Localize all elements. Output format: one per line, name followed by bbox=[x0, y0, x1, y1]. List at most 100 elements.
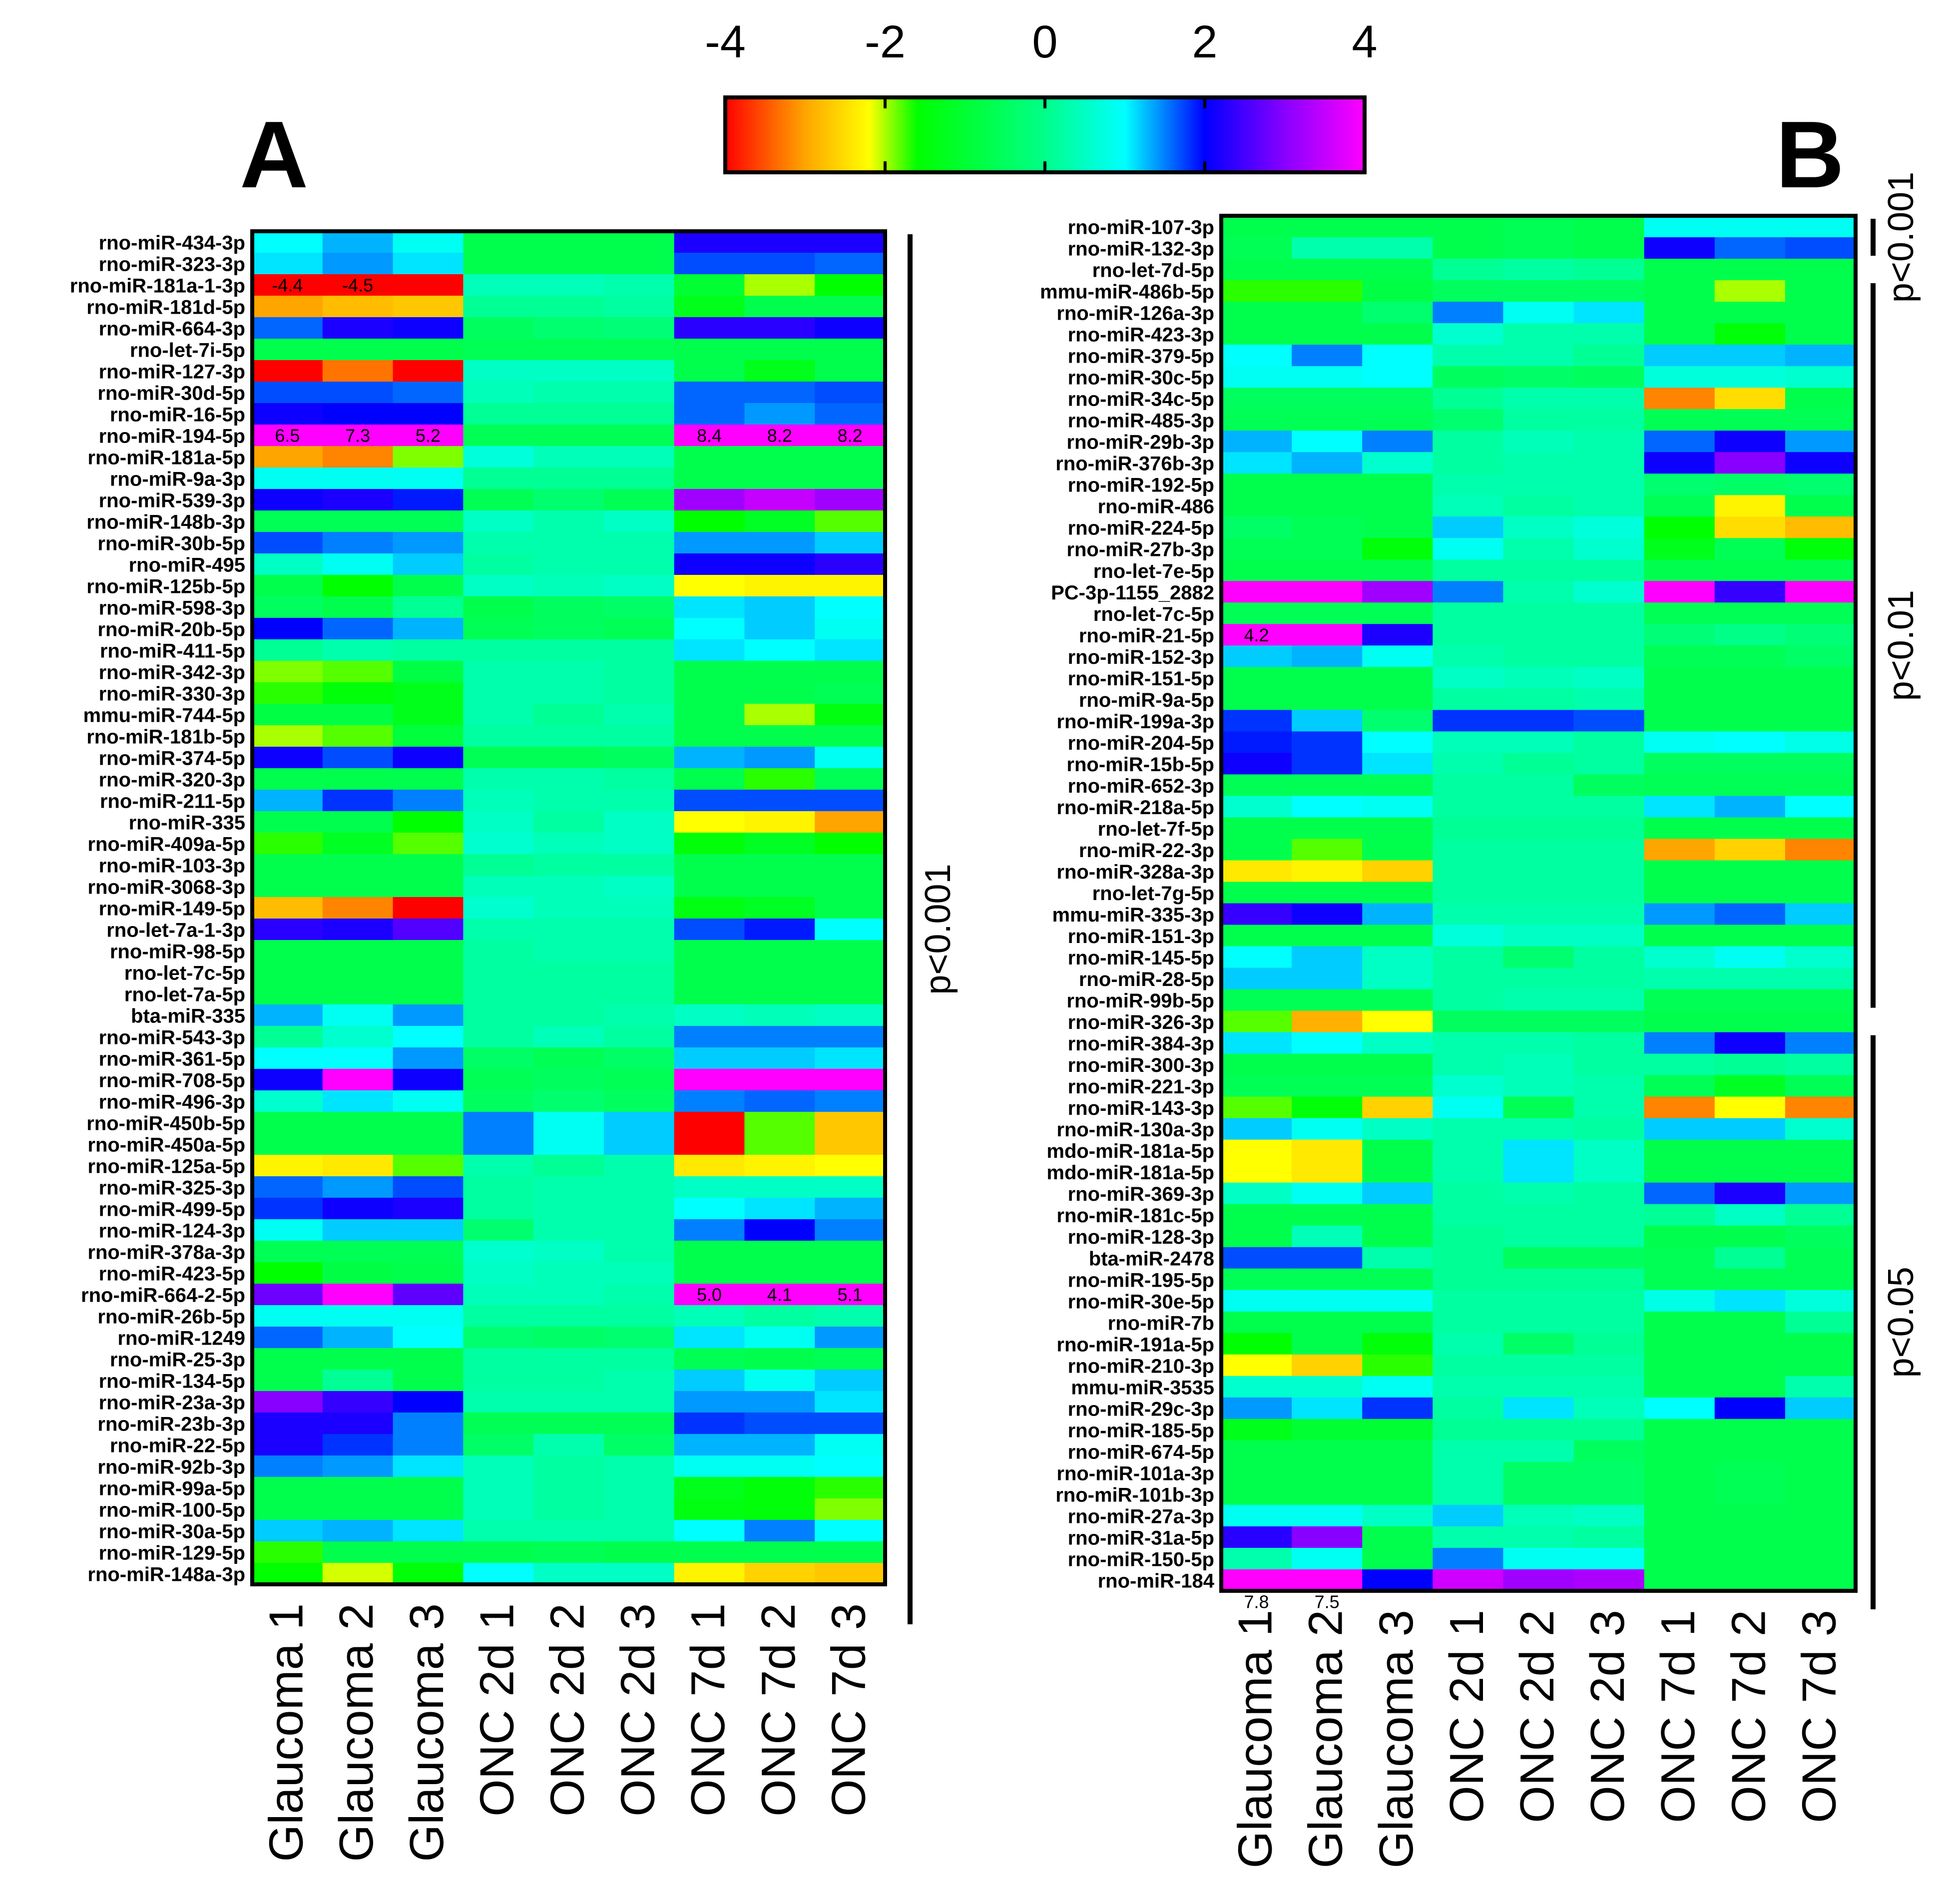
heatmap-cell bbox=[744, 811, 816, 833]
heatmap-cell bbox=[815, 768, 886, 790]
heatmap-cell bbox=[603, 704, 675, 726]
heatmap-cell bbox=[603, 403, 675, 425]
heatmap-cell bbox=[815, 811, 886, 833]
heatmap-cell bbox=[1221, 688, 1292, 711]
heatmap-cell bbox=[1221, 1354, 1292, 1377]
heatmap-cell bbox=[463, 532, 534, 554]
heatmap-cell bbox=[744, 553, 816, 575]
heatmap-cell bbox=[744, 425, 816, 447]
column-label: Glaucoma 3 bbox=[1370, 1610, 1423, 1869]
heatmap-cell bbox=[322, 510, 394, 532]
heatmap-cell bbox=[815, 231, 886, 253]
heatmap-cell bbox=[1785, 967, 1856, 990]
heatmap-cell bbox=[252, 489, 323, 511]
heatmap-cell bbox=[1785, 860, 1856, 883]
heatmap-cell bbox=[1221, 1569, 1292, 1591]
heatmap-cell bbox=[463, 768, 534, 790]
heatmap-cell bbox=[393, 725, 464, 747]
row-label: rno-miR-23b-3p bbox=[97, 1414, 245, 1435]
heatmap-cell bbox=[1644, 731, 1715, 754]
heatmap-cell bbox=[1221, 388, 1292, 410]
heatmap-cell bbox=[322, 1563, 394, 1585]
heatmap-cell bbox=[1503, 495, 1574, 517]
heatmap-cell bbox=[1573, 1075, 1645, 1097]
heatmap-cell bbox=[744, 1262, 816, 1284]
heatmap-cell bbox=[1292, 1032, 1363, 1054]
heatmap-cell bbox=[1503, 366, 1574, 388]
heatmap-cell bbox=[744, 1520, 816, 1542]
heatmap-cell bbox=[1573, 1032, 1645, 1054]
heatmap-cell bbox=[322, 1284, 394, 1306]
heatmap-cell bbox=[744, 768, 816, 790]
heatmap-cell bbox=[1292, 1290, 1363, 1312]
row-label: rno-miR-181b-5p bbox=[86, 726, 245, 748]
heatmap-cell bbox=[1362, 817, 1434, 840]
heatmap-cell bbox=[1644, 1010, 1715, 1033]
heatmap-cell bbox=[1433, 753, 1504, 775]
heatmap-cell bbox=[1785, 474, 1856, 496]
heatmap-cell bbox=[674, 468, 745, 489]
heatmap-cell bbox=[815, 575, 886, 597]
row-label: rno-miR-29c-3p bbox=[1068, 1398, 1214, 1420]
heatmap-cell bbox=[815, 532, 886, 554]
heatmap-cell bbox=[252, 876, 323, 898]
heatmap-cell bbox=[1714, 431, 1786, 453]
heatmap-cell bbox=[1362, 710, 1434, 732]
heatmap-cell bbox=[1292, 925, 1363, 947]
heatmap-cell bbox=[1573, 1118, 1645, 1140]
heatmap-cell bbox=[1573, 474, 1645, 496]
heatmap-cell bbox=[1573, 796, 1645, 818]
heatmap-cell bbox=[815, 553, 886, 575]
heatmap-cell bbox=[1644, 302, 1715, 324]
heatmap-cell bbox=[674, 403, 745, 425]
heatmap-cell bbox=[1362, 216, 1434, 238]
heatmap-cell bbox=[603, 1112, 675, 1134]
heatmap-cell bbox=[1221, 516, 1292, 539]
heatmap-cell bbox=[1714, 1032, 1786, 1054]
heatmap-cell bbox=[1433, 839, 1504, 861]
heatmap-cell bbox=[1362, 1268, 1434, 1291]
heatmap-cell bbox=[1433, 1569, 1504, 1591]
row-label: rno-miR-1249 bbox=[117, 1328, 245, 1350]
row-label: rno-miR-495 bbox=[129, 554, 245, 576]
heatmap-cell bbox=[322, 296, 394, 318]
heatmap-cell bbox=[674, 876, 745, 898]
heatmap-cell bbox=[533, 317, 604, 339]
heatmap-cell bbox=[1433, 731, 1504, 754]
row-label: rno-miR-7b bbox=[1108, 1312, 1214, 1334]
heatmap-cell bbox=[252, 446, 323, 468]
heatmap-cell bbox=[252, 1241, 323, 1263]
heatmap-cell bbox=[1221, 1376, 1292, 1398]
heatmap-cell bbox=[1362, 1397, 1434, 1420]
heatmap-cell bbox=[1292, 409, 1363, 431]
heatmap-cell bbox=[1433, 1204, 1504, 1226]
heatmap-cell bbox=[1433, 967, 1504, 990]
heatmap-cell bbox=[1573, 946, 1645, 968]
heatmap-cell bbox=[674, 253, 745, 275]
cell-value-label: -4.5 bbox=[342, 275, 373, 296]
heatmap-cell bbox=[533, 1541, 604, 1563]
heatmap-cell bbox=[533, 1563, 604, 1585]
heatmap-cell bbox=[322, 940, 394, 962]
colorbar-tick-label: -4 bbox=[705, 16, 746, 67]
heatmap-cell bbox=[252, 1112, 323, 1134]
heatmap-cell bbox=[252, 790, 323, 812]
heatmap-cell bbox=[1714, 323, 1786, 345]
heatmap-cell bbox=[393, 468, 464, 489]
heatmap-cell bbox=[1785, 796, 1856, 818]
heatmap-cell bbox=[674, 897, 745, 919]
heatmap-cell bbox=[603, 1391, 675, 1413]
heatmap-cell bbox=[1644, 1504, 1715, 1527]
row-label: rno-miR-30d-5p bbox=[97, 383, 245, 405]
heatmap-cell bbox=[674, 1026, 745, 1048]
row-label: rno-miR-378a-3p bbox=[87, 1242, 245, 1264]
significance-label: p<0.001 bbox=[1881, 172, 1921, 303]
row-label: mmu-miR-744-5p bbox=[83, 705, 245, 727]
heatmap-cell bbox=[1362, 774, 1434, 797]
heatmap-cell bbox=[252, 1262, 323, 1284]
heatmap-cell bbox=[1221, 1096, 1292, 1119]
heatmap-cell bbox=[1292, 366, 1363, 388]
heatmap-cell bbox=[1433, 925, 1504, 947]
heatmap-cell bbox=[1221, 925, 1292, 947]
heatmap-cell bbox=[815, 940, 886, 962]
